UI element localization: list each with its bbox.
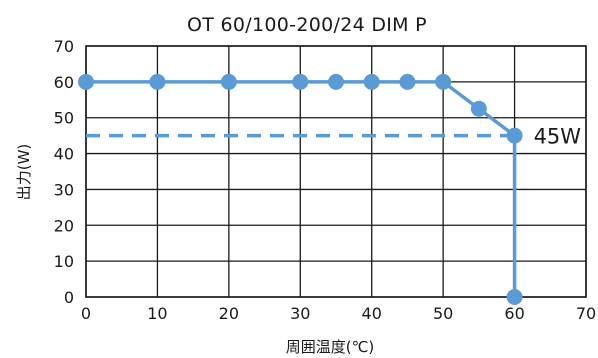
y-tick-label-40: 40 xyxy=(54,145,74,164)
data-point-10-60 xyxy=(149,73,166,90)
x-tick-label-10: 10 xyxy=(147,304,167,323)
y-tick-label-20: 20 xyxy=(54,216,74,235)
annotations: 45W xyxy=(534,125,582,149)
data-point-40-60 xyxy=(363,73,380,90)
x-tick-label-70: 70 xyxy=(576,304,596,323)
y-tick-label-70: 70 xyxy=(54,37,74,56)
x-tick-label-0: 0 xyxy=(81,304,91,323)
data-point-60-45 xyxy=(506,127,523,144)
y-tick-label-10: 10 xyxy=(54,252,74,271)
plot-border xyxy=(85,45,587,298)
x-tick-label-30: 30 xyxy=(290,304,310,323)
data-point-60-0 xyxy=(506,289,523,305)
y-tick-label-0: 0 xyxy=(64,288,74,307)
y-tick-label-50: 50 xyxy=(54,109,74,128)
x-axis-label: 周囲温度(℃) xyxy=(286,338,375,356)
y-axis-label: 出力(W) xyxy=(15,144,33,201)
y-tick-label-60: 60 xyxy=(54,73,74,92)
tick-labels: 0 10 20 30 40 50 60 70 0 10 20 30 40 50 60 70 xyxy=(54,37,597,323)
x-tick-label-20: 20 xyxy=(219,304,239,323)
data-markers xyxy=(78,73,523,305)
data-point-20-60 xyxy=(220,73,237,90)
annotation-label-0: 45W xyxy=(534,125,582,149)
x-tick-label-60: 60 xyxy=(504,304,524,323)
data-point-55-52.5 xyxy=(470,100,487,117)
data-point-50-60 xyxy=(435,73,452,90)
x-tick-label-50: 50 xyxy=(433,304,453,323)
data-point-45-60 xyxy=(399,73,416,90)
data-point-30-60 xyxy=(292,73,309,90)
chart-title: OT 60/100-200/24 DIM P xyxy=(187,14,427,36)
y-tick-label-30: 30 xyxy=(54,180,74,199)
data-point-0-60 xyxy=(78,73,94,90)
data-point-35-60 xyxy=(328,73,344,90)
x-tick-label-40: 40 xyxy=(362,304,382,323)
